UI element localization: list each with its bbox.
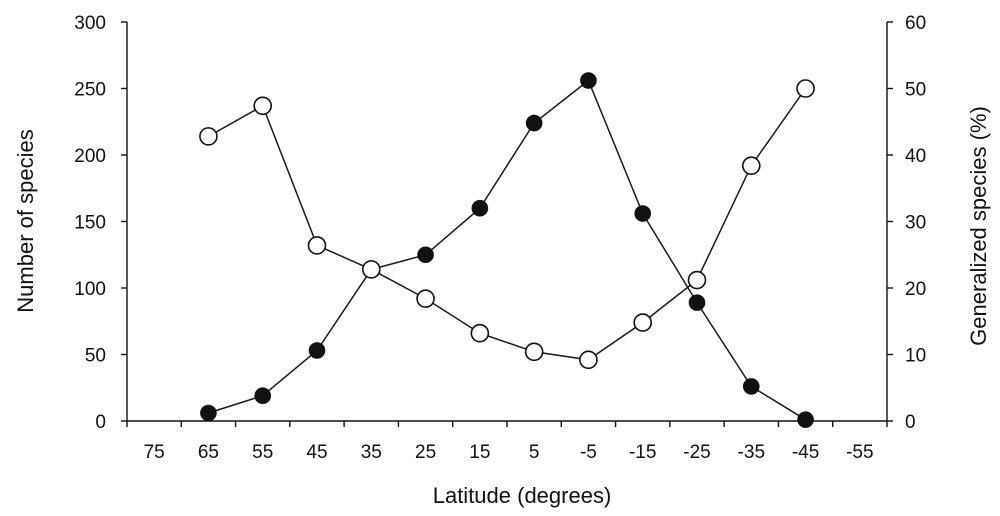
right-y-tick-label: 10 xyxy=(905,346,926,367)
filled-data-point xyxy=(634,205,652,222)
filled-data-point xyxy=(471,199,489,217)
x-tick-label: 15 xyxy=(469,442,490,463)
series-layer xyxy=(199,72,815,428)
open-data-point xyxy=(361,260,381,279)
right-y-tick-label: 20 xyxy=(905,279,926,300)
x-tick-label: 35 xyxy=(361,442,382,463)
left-y-tick-label: 300 xyxy=(74,13,106,34)
open-data-point xyxy=(416,289,435,308)
tick-marks xyxy=(121,21,893,427)
open-data-point xyxy=(199,127,218,146)
open-data-point xyxy=(253,96,273,116)
x-tick-label: 5 xyxy=(529,442,540,463)
filled-data-point xyxy=(417,246,434,264)
left-y-axis-title: Number of species xyxy=(13,129,38,312)
filled-data-point xyxy=(525,114,543,132)
x-tick-label: -45 xyxy=(792,442,819,463)
open-data-point xyxy=(796,79,815,98)
left-y-tick-label: 100 xyxy=(74,279,106,300)
open-data-point xyxy=(687,270,707,290)
x-tick-label: 65 xyxy=(198,442,219,463)
x-tick-label: -5 xyxy=(580,442,597,463)
right-y-tick-label: 60 xyxy=(905,13,926,34)
x-tick-label: 25 xyxy=(415,442,436,463)
series-line-2 xyxy=(208,88,807,361)
x-tick-label: -35 xyxy=(738,442,765,463)
left-y-tick-label: 50 xyxy=(85,346,106,367)
right-y-tick-label: 40 xyxy=(905,146,926,167)
x-tick-label: 55 xyxy=(252,442,273,463)
left-y-tick-label: 250 xyxy=(74,80,106,101)
open-data-point xyxy=(307,236,327,255)
right-y-axis-title: Generalized species (%) xyxy=(966,106,991,346)
filled-data-point xyxy=(688,294,706,311)
open-data-point xyxy=(470,323,490,343)
filled-data-point xyxy=(742,378,760,395)
filled-data-point xyxy=(308,342,326,359)
open-data-point xyxy=(741,156,761,175)
left-y-tick-label: 0 xyxy=(95,412,106,433)
filled-data-point xyxy=(580,72,597,89)
right-y-tick-label: 0 xyxy=(905,412,916,433)
right-y-tick-label: 30 xyxy=(905,213,926,234)
x-tick-label: -15 xyxy=(629,442,656,463)
left-y-tick-label: 200 xyxy=(74,146,106,167)
filled-data-point xyxy=(797,411,814,428)
open-data-point xyxy=(579,350,598,370)
open-data-point xyxy=(633,313,653,332)
x-axis-title: Latitude (degrees) xyxy=(433,483,612,508)
x-tick-label: -55 xyxy=(846,442,873,463)
tick-labels: 75 65 55 45 35 25 15 5 -5 -15 -25 -35 -45 -5505010015… xyxy=(74,13,926,463)
left-y-tick-label: 150 xyxy=(74,213,106,234)
x-tick-label: -25 xyxy=(683,442,710,463)
open-data-point xyxy=(524,342,544,362)
axes xyxy=(126,22,888,422)
filled-data-point xyxy=(200,404,217,422)
filled-data-point xyxy=(254,387,272,405)
x-tick-label: 45 xyxy=(306,442,327,463)
x-tick-label: 75 xyxy=(144,442,165,463)
right-y-tick-label: 50 xyxy=(905,80,926,101)
series-line-1 xyxy=(208,79,806,421)
